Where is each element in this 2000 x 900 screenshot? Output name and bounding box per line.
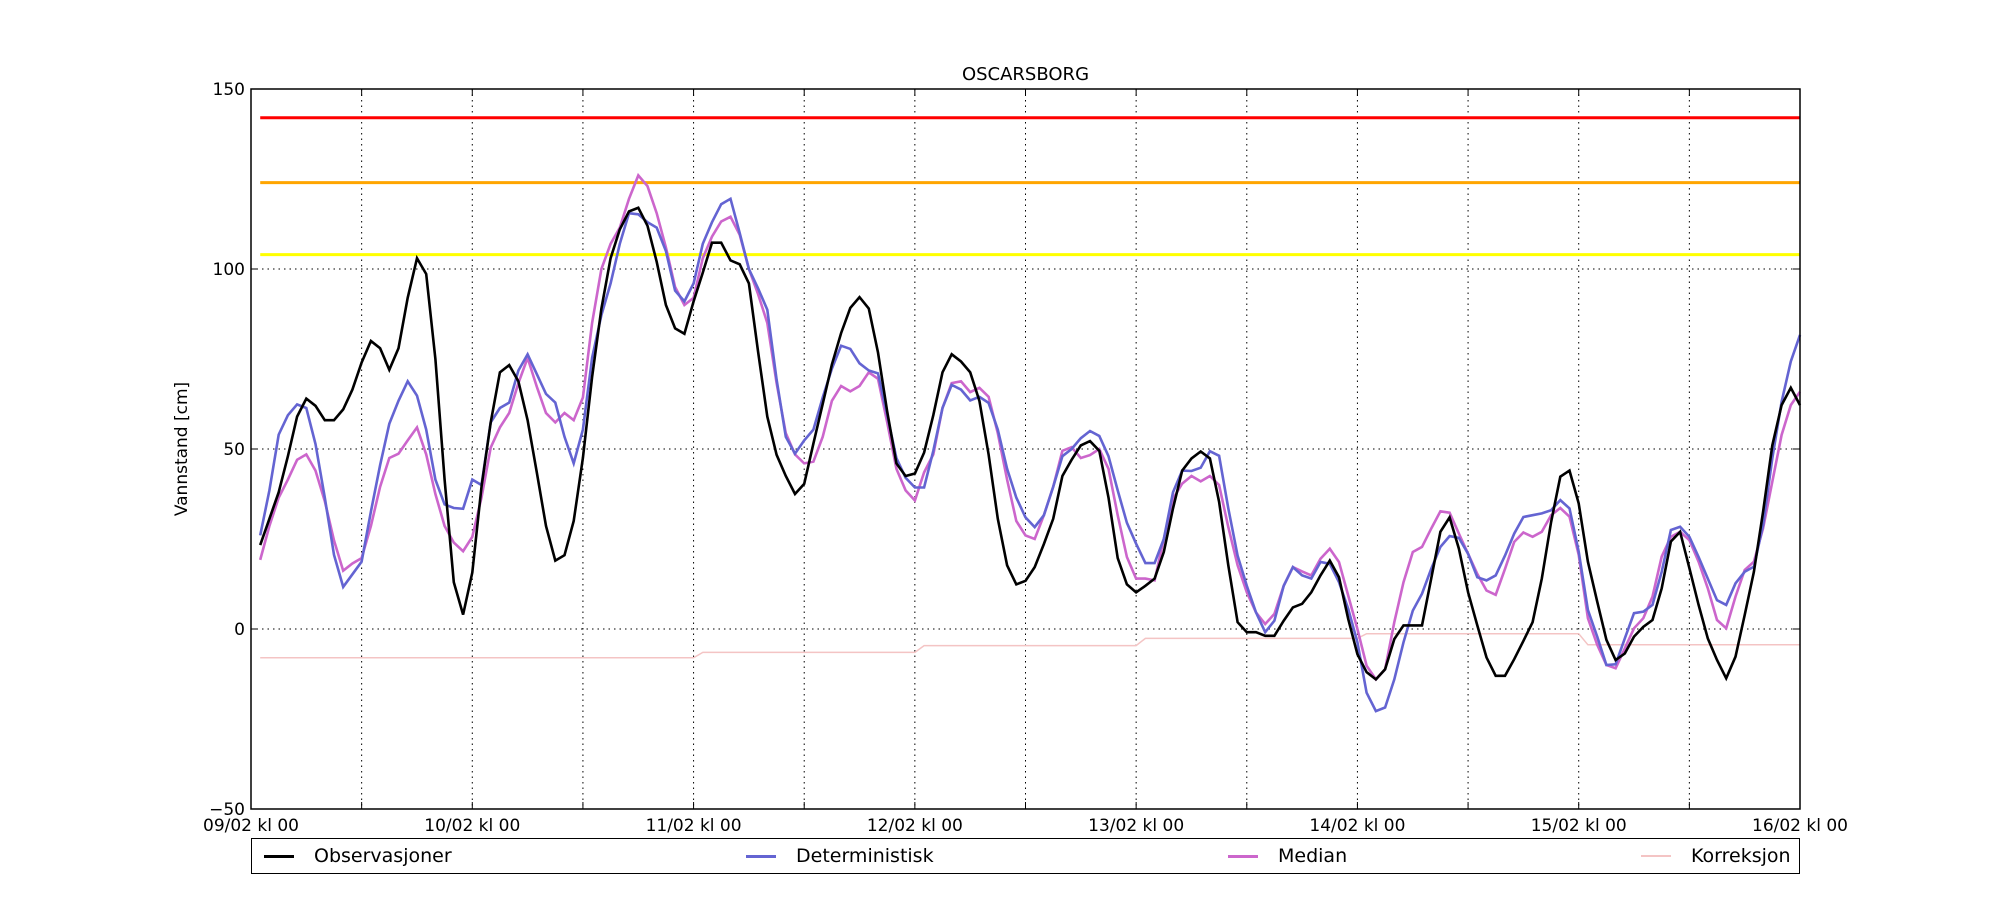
legend-item-observasjoner: Observasjoner [264, 839, 452, 873]
series-line-median [258, 172, 1802, 682]
y-tick-label: 0 [234, 620, 245, 640]
legend-label: Median [1278, 845, 1348, 867]
chart-title: OSCARSBORG [961, 64, 1090, 85]
y-tick-label: 150 [213, 80, 245, 100]
legend: Observasjoner Deterministisk Median Korr… [251, 838, 1800, 874]
legend-item-median: Median [1228, 839, 1347, 873]
legend-swatch-median [1228, 854, 1258, 858]
series-line-observasjoner [258, 206, 1802, 682]
legend-label: Observasjoner [314, 845, 452, 867]
grid-lines [251, 89, 1800, 809]
legend-swatch-korreksjon [1641, 855, 1671, 857]
legend-swatch-deterministisk [746, 854, 776, 858]
legend-swatch-observasjoner [264, 854, 294, 858]
x-tick-label: 12/02 kl 00 [867, 816, 963, 836]
x-tick-label: 13/02 kl 00 [1088, 816, 1184, 836]
threshold-lines [260, 116, 1800, 257]
x-tick-label: 11/02 kl 00 [646, 816, 742, 836]
y-tick-label: 100 [213, 260, 245, 280]
x-tick-label: 16/02 kl 00 [1752, 816, 1848, 836]
legend-label: Korreksjon [1691, 845, 1791, 867]
series-line-deterministisk [258, 196, 1802, 713]
series-lines [258, 172, 1802, 713]
y-tick-label: −50 [209, 800, 245, 820]
y-tick-label: 50 [223, 440, 245, 460]
y-axis-label: Vannstand [cm] [172, 381, 192, 517]
legend-item-korreksjon: Korreksjon [1641, 839, 1791, 873]
x-tick-label: 10/02 kl 00 [424, 816, 520, 836]
legend-label: Deterministisk [796, 845, 934, 867]
x-tick-label: 14/02 kl 00 [1309, 816, 1405, 836]
x-tick-label: 09/02 kl 00 [203, 816, 299, 836]
series-line-korreksjon [260, 632, 1800, 659]
x-tick-label: 15/02 kl 00 [1531, 816, 1627, 836]
legend-item-deterministisk: Deterministisk [746, 839, 934, 873]
